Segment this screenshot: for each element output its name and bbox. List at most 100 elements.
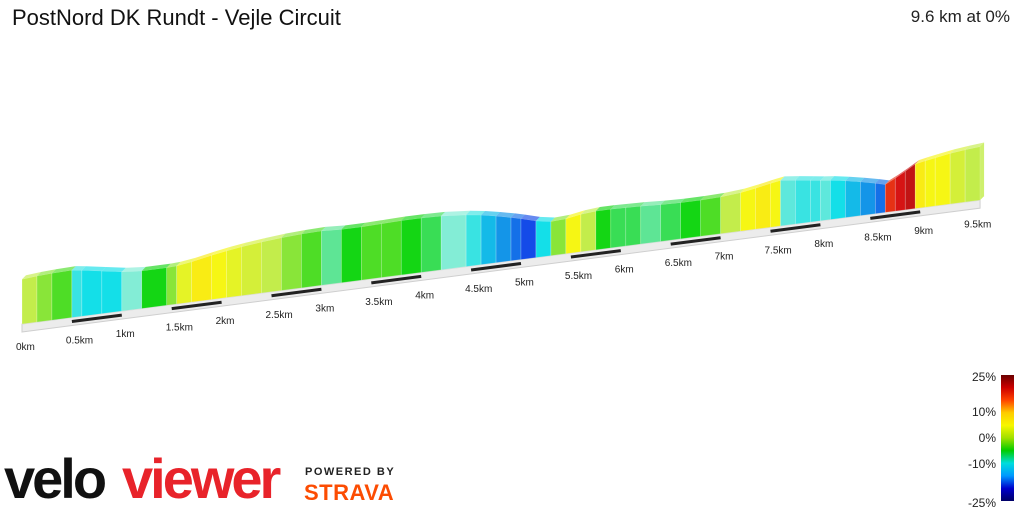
distance-band — [271, 287, 322, 298]
profile-segment-top — [700, 192, 725, 201]
distance-tick-label: 3km — [315, 303, 334, 314]
profile-segment-top — [780, 176, 800, 181]
profile-segment-top — [51, 266, 76, 274]
grade-legend-label: 25% — [972, 370, 996, 384]
profile-segment-top — [341, 222, 366, 230]
powered-by-label: POWERED BY — [305, 466, 396, 478]
profile-segment-top — [610, 203, 630, 210]
profile-segment-top — [860, 177, 880, 184]
profile-segment-top — [595, 205, 615, 212]
strava-logo: STRAVA — [304, 480, 395, 505]
profile-segment-top — [481, 210, 501, 216]
profile-segment-top — [810, 176, 825, 181]
profile-segment-top — [755, 179, 775, 189]
profile-segment-top — [680, 196, 705, 203]
distance-tick-label: 5km — [515, 278, 534, 289]
distance-band — [470, 262, 522, 272]
profile-segment-top — [441, 210, 471, 216]
distance-tick-label: 4.5km — [465, 284, 492, 295]
profile-segment-top — [211, 246, 231, 256]
profile-segment-top — [36, 269, 56, 277]
route-summary: 9.6 km at 0% — [910, 7, 1010, 26]
profile-segment-top — [22, 272, 41, 280]
profile-segment-top — [740, 184, 760, 193]
distance-tick-label: 9.5km — [964, 219, 991, 230]
distance-tick-label: 3.5km — [365, 297, 392, 308]
veloviewer-logo: velo viewer — [4, 447, 284, 508]
profile-segment-top — [261, 233, 286, 242]
profile-segment-top — [925, 153, 940, 161]
distance-axis: 0km 0.5km 1km 1.5km 2km 2.5km 3km 3.5km 4km 4.5km… — [16, 210, 991, 353]
profile-segment-top — [640, 200, 665, 207]
distance-tick-label: 5.5km — [565, 271, 592, 282]
distance-tick-label: 7.5km — [765, 245, 792, 256]
distance-tick-label: 2.5km — [266, 310, 293, 321]
profile-segment-top — [565, 210, 585, 219]
profile-segment-top — [176, 257, 196, 266]
distance-tick-label: 8.5km — [864, 232, 891, 243]
profile-segment-top — [965, 142, 985, 150]
distance-band — [770, 223, 821, 233]
profile-segment-top — [535, 216, 555, 222]
distance-tick-label: 4km — [415, 290, 434, 301]
profile-segment-top — [660, 198, 685, 205]
profile-segment-top — [361, 219, 386, 227]
profile-segment-top — [895, 167, 910, 179]
profile-segment-top — [421, 211, 446, 218]
profile-segment-top — [830, 176, 850, 181]
distance-band — [670, 236, 721, 246]
distance-band — [171, 300, 222, 311]
distance-tick-label: 9km — [914, 226, 933, 237]
veloviewer-logo-velo: velo — [4, 447, 106, 508]
distance-tick-label: 7km — [715, 252, 734, 263]
profile-segment-top — [625, 202, 645, 208]
distance-tick-label: 8km — [814, 239, 833, 250]
profile-segment-top — [935, 149, 955, 158]
profile-segment-top — [580, 207, 600, 215]
profile-segment-top — [915, 156, 930, 165]
grade-legend-label: -25% — [968, 496, 996, 510]
profile-segment-top — [770, 176, 785, 184]
distance-tick-label: 6km — [615, 265, 634, 276]
profile-segment-top — [820, 176, 835, 181]
distance-band — [570, 249, 621, 259]
grade-legend-label: 0% — [979, 431, 997, 445]
profile-segment-top — [321, 225, 346, 231]
distance-band — [371, 274, 422, 285]
profile-segment-top — [905, 160, 920, 172]
distance-tick-label: 0km — [16, 342, 35, 353]
page-title: PostNord DK Rundt - Vejle Circuit — [12, 5, 341, 30]
profile-segment-top — [885, 174, 900, 185]
profile-segment-top — [521, 214, 540, 221]
grade-legend-label: -10% — [968, 457, 996, 471]
profile-segment-top — [875, 179, 890, 185]
profile-segment-top — [166, 261, 181, 268]
distance-tick-label: 1.5km — [166, 323, 193, 334]
grade-legend-colorbar — [1001, 375, 1014, 501]
grade-legend-label: 10% — [972, 405, 996, 419]
profile-segment-top — [81, 266, 106, 271]
distance-tick-label: 0.5km — [66, 336, 93, 347]
profile-segment-top — [71, 266, 86, 271]
profile-segment-top — [121, 266, 146, 272]
profile-segment-top — [226, 242, 246, 251]
profile-segments — [21, 142, 985, 325]
profile-segment-top — [845, 176, 865, 182]
profile-segment-top — [550, 214, 570, 222]
profile-segment-top — [241, 237, 266, 247]
profile-segment-top — [101, 266, 126, 272]
profile-segment-top — [281, 229, 306, 238]
profile-segment-top — [401, 213, 426, 221]
distance-band — [71, 313, 122, 324]
distance-tick-label: 2km — [216, 316, 235, 327]
profile-segment-top — [720, 188, 745, 197]
profile-segment-top — [301, 226, 326, 234]
profile-segment-top — [191, 251, 216, 262]
profile-end-cap — [980, 142, 985, 201]
distance-tick-label: 6.5km — [665, 258, 692, 269]
profile-segment-top — [511, 213, 525, 219]
profile-segment-top — [381, 216, 406, 224]
profile-segment-top — [141, 263, 171, 271]
